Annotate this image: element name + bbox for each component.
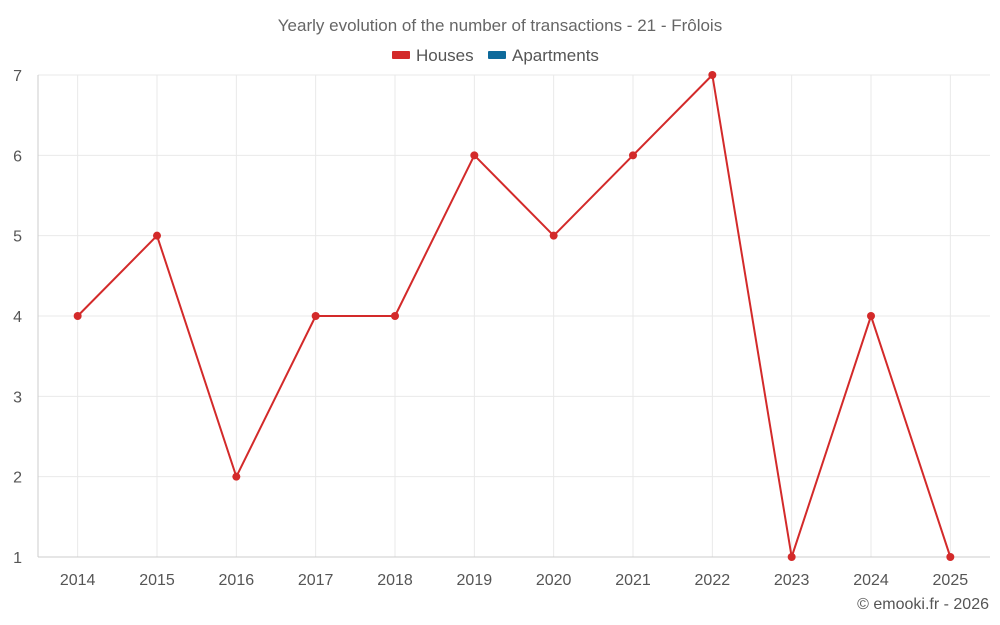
x-tick-label-2017: 2017 bbox=[298, 572, 334, 589]
x-tick-label-2015: 2015 bbox=[139, 572, 175, 589]
series-line-houses bbox=[76, 74, 952, 558]
data-point-2018 bbox=[391, 312, 399, 320]
series-houses bbox=[73, 71, 955, 561]
x-tick-label-2014: 2014 bbox=[60, 572, 96, 589]
x-tick-label-2021: 2021 bbox=[615, 572, 651, 589]
data-point-2021 bbox=[629, 151, 637, 160]
data-point-2024 bbox=[867, 312, 875, 320]
data-point-2019 bbox=[470, 151, 479, 160]
data-point-2020 bbox=[549, 231, 558, 240]
data-point-2022 bbox=[708, 71, 717, 79]
axes: 1 2 3 4 5 6 7 2014 2015 2016 2017 2018 2019 2020 2021 2… bbox=[13, 68, 990, 589]
x-tick-label-2020: 2020 bbox=[536, 572, 572, 589]
y-tick-label-6: 6 bbox=[13, 148, 22, 165]
x-tick-label-2022: 2022 bbox=[695, 572, 731, 589]
grid bbox=[38, 74, 990, 557]
data-point-2023 bbox=[787, 553, 796, 561]
legend-item-houses[interactable]: Houses bbox=[392, 46, 474, 65]
x-tick-label-2018: 2018 bbox=[377, 572, 413, 589]
legend-label-houses: Houses bbox=[416, 46, 474, 65]
x-tick-label-2025: 2025 bbox=[933, 572, 969, 589]
data-point-2016 bbox=[232, 472, 241, 481]
legend-label-apartments: Apartments bbox=[512, 46, 599, 65]
credit-text: © emooki.fr - 2026 bbox=[857, 596, 989, 613]
x-tick-label-2016: 2016 bbox=[219, 572, 255, 589]
data-point-2025 bbox=[946, 553, 955, 561]
y-tick-label-5: 5 bbox=[13, 229, 22, 246]
legend-item-apartments[interactable]: Apartments bbox=[488, 46, 599, 65]
y-tick-label-1: 1 bbox=[13, 550, 22, 567]
x-tick-label-2024: 2024 bbox=[853, 572, 889, 589]
data-point-2015 bbox=[153, 231, 161, 240]
legend: Houses Apartments bbox=[392, 46, 599, 65]
y-tick-label-2: 2 bbox=[13, 470, 22, 487]
y-tick-label-4: 4 bbox=[13, 309, 22, 326]
data-point-2014 bbox=[73, 312, 82, 320]
data-point-2017 bbox=[311, 312, 320, 320]
legend-swatch-houses bbox=[392, 51, 410, 59]
x-tick-label-2023: 2023 bbox=[774, 572, 810, 589]
legend-swatch-apartments bbox=[488, 51, 506, 59]
y-tick-label-7: 7 bbox=[13, 68, 22, 85]
x-tick-label-2019: 2019 bbox=[457, 572, 493, 589]
chart-title: Yearly evolution of the number of transa… bbox=[278, 16, 722, 35]
y-tick-label-3: 3 bbox=[13, 389, 22, 406]
